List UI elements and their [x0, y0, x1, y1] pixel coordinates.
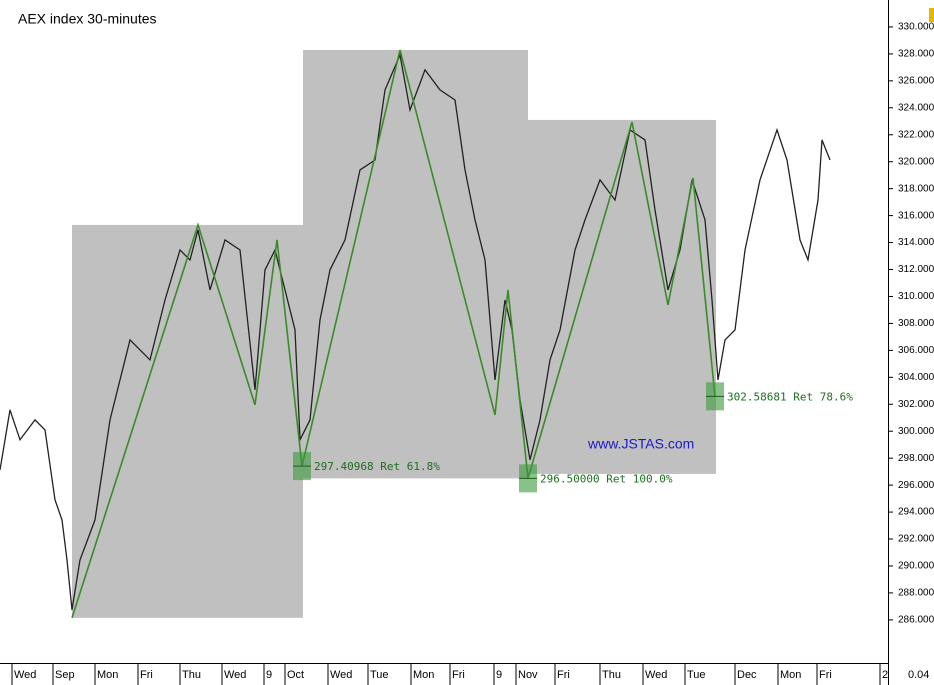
y-tick-label: 314.000 [898, 237, 934, 248]
y-tick-label: 322.000 [898, 129, 934, 140]
x-tick-label: Tue [687, 669, 706, 681]
y-tick-label: 290.000 [898, 561, 934, 572]
y-tick-label: 328.000 [898, 49, 934, 60]
x-tick-label: 9 [496, 669, 502, 681]
y-tick-label: 294.000 [898, 507, 934, 518]
y-tick-label: 306.000 [898, 345, 934, 356]
y-tick-label: 308.000 [898, 318, 934, 329]
range-box [303, 49, 528, 479]
x-tick-label: Thu [182, 669, 201, 681]
y-tick-label: 292.000 [898, 534, 934, 545]
plot-area: 297.40968 Ret 61.8% 296.50000 Ret 100.0% 3… [0, 49, 853, 619]
x-tick-label: Tue [370, 669, 389, 681]
range-box [528, 119, 716, 474]
y-tick-label: 304.000 [898, 372, 934, 383]
y-tick-label: 324.000 [898, 102, 934, 113]
x-tick-label: Fri [452, 669, 465, 681]
y-tick-label: 330.000 [898, 22, 934, 33]
y-tick-label: 320.000 [898, 156, 934, 167]
corner-icon [929, 8, 934, 22]
pivot-label: 302.58681 Ret 78.6% [727, 390, 853, 403]
range-box [72, 224, 303, 618]
x-tick-label: Fri [140, 669, 153, 681]
x-tick-label: 2 [882, 669, 888, 681]
y-tick-label: 288.000 [898, 588, 934, 599]
zigzag-line [71, 49, 716, 619]
y-tick-label: 326.000 [898, 75, 934, 86]
price-line [0, 52, 831, 611]
x-tick-label: Thu [602, 669, 621, 681]
watermark: www.JSTAS.com [587, 436, 694, 452]
x-tick-label: Mon [413, 669, 434, 681]
x-tick-label: Nov [518, 669, 538, 681]
x-tick-label: Fri [557, 669, 570, 681]
chart-title: AEX index 30-minutes [18, 11, 157, 27]
x-tick-label: Fri [819, 669, 832, 681]
x-tick-label: Oct [287, 669, 304, 681]
pivot-label: 297.40968 Ret 61.8% [314, 460, 440, 473]
x-tick-label: 9 [266, 669, 272, 681]
y-tick-label: 300.000 [898, 426, 934, 437]
x-tick-label: Wed [645, 669, 667, 681]
x-tick-label: Mon [97, 669, 118, 681]
x-tick-label: Wed [224, 669, 246, 681]
y-tick-label: 312.000 [898, 264, 934, 275]
x-tick-label: Dec [737, 669, 757, 681]
corner-label: 0.04 [908, 669, 929, 681]
y-tick-label: 286.000 [898, 615, 934, 626]
y-tick-label: 298.000 [898, 453, 934, 464]
x-tick-label: Wed [330, 669, 352, 681]
x-tick-label: Sep [55, 669, 75, 681]
y-tick-label: 318.000 [898, 183, 934, 194]
x-tick-label: Wed [14, 669, 36, 681]
y-tick-label: 310.000 [898, 291, 934, 302]
y-tick-label: 296.000 [898, 480, 934, 491]
x-tick-label: Mon [780, 669, 801, 681]
y-tick-label: 316.000 [898, 210, 934, 221]
y-tick-label: 302.000 [898, 399, 934, 410]
pivot-label: 296.50000 Ret 100.0% [540, 472, 673, 485]
